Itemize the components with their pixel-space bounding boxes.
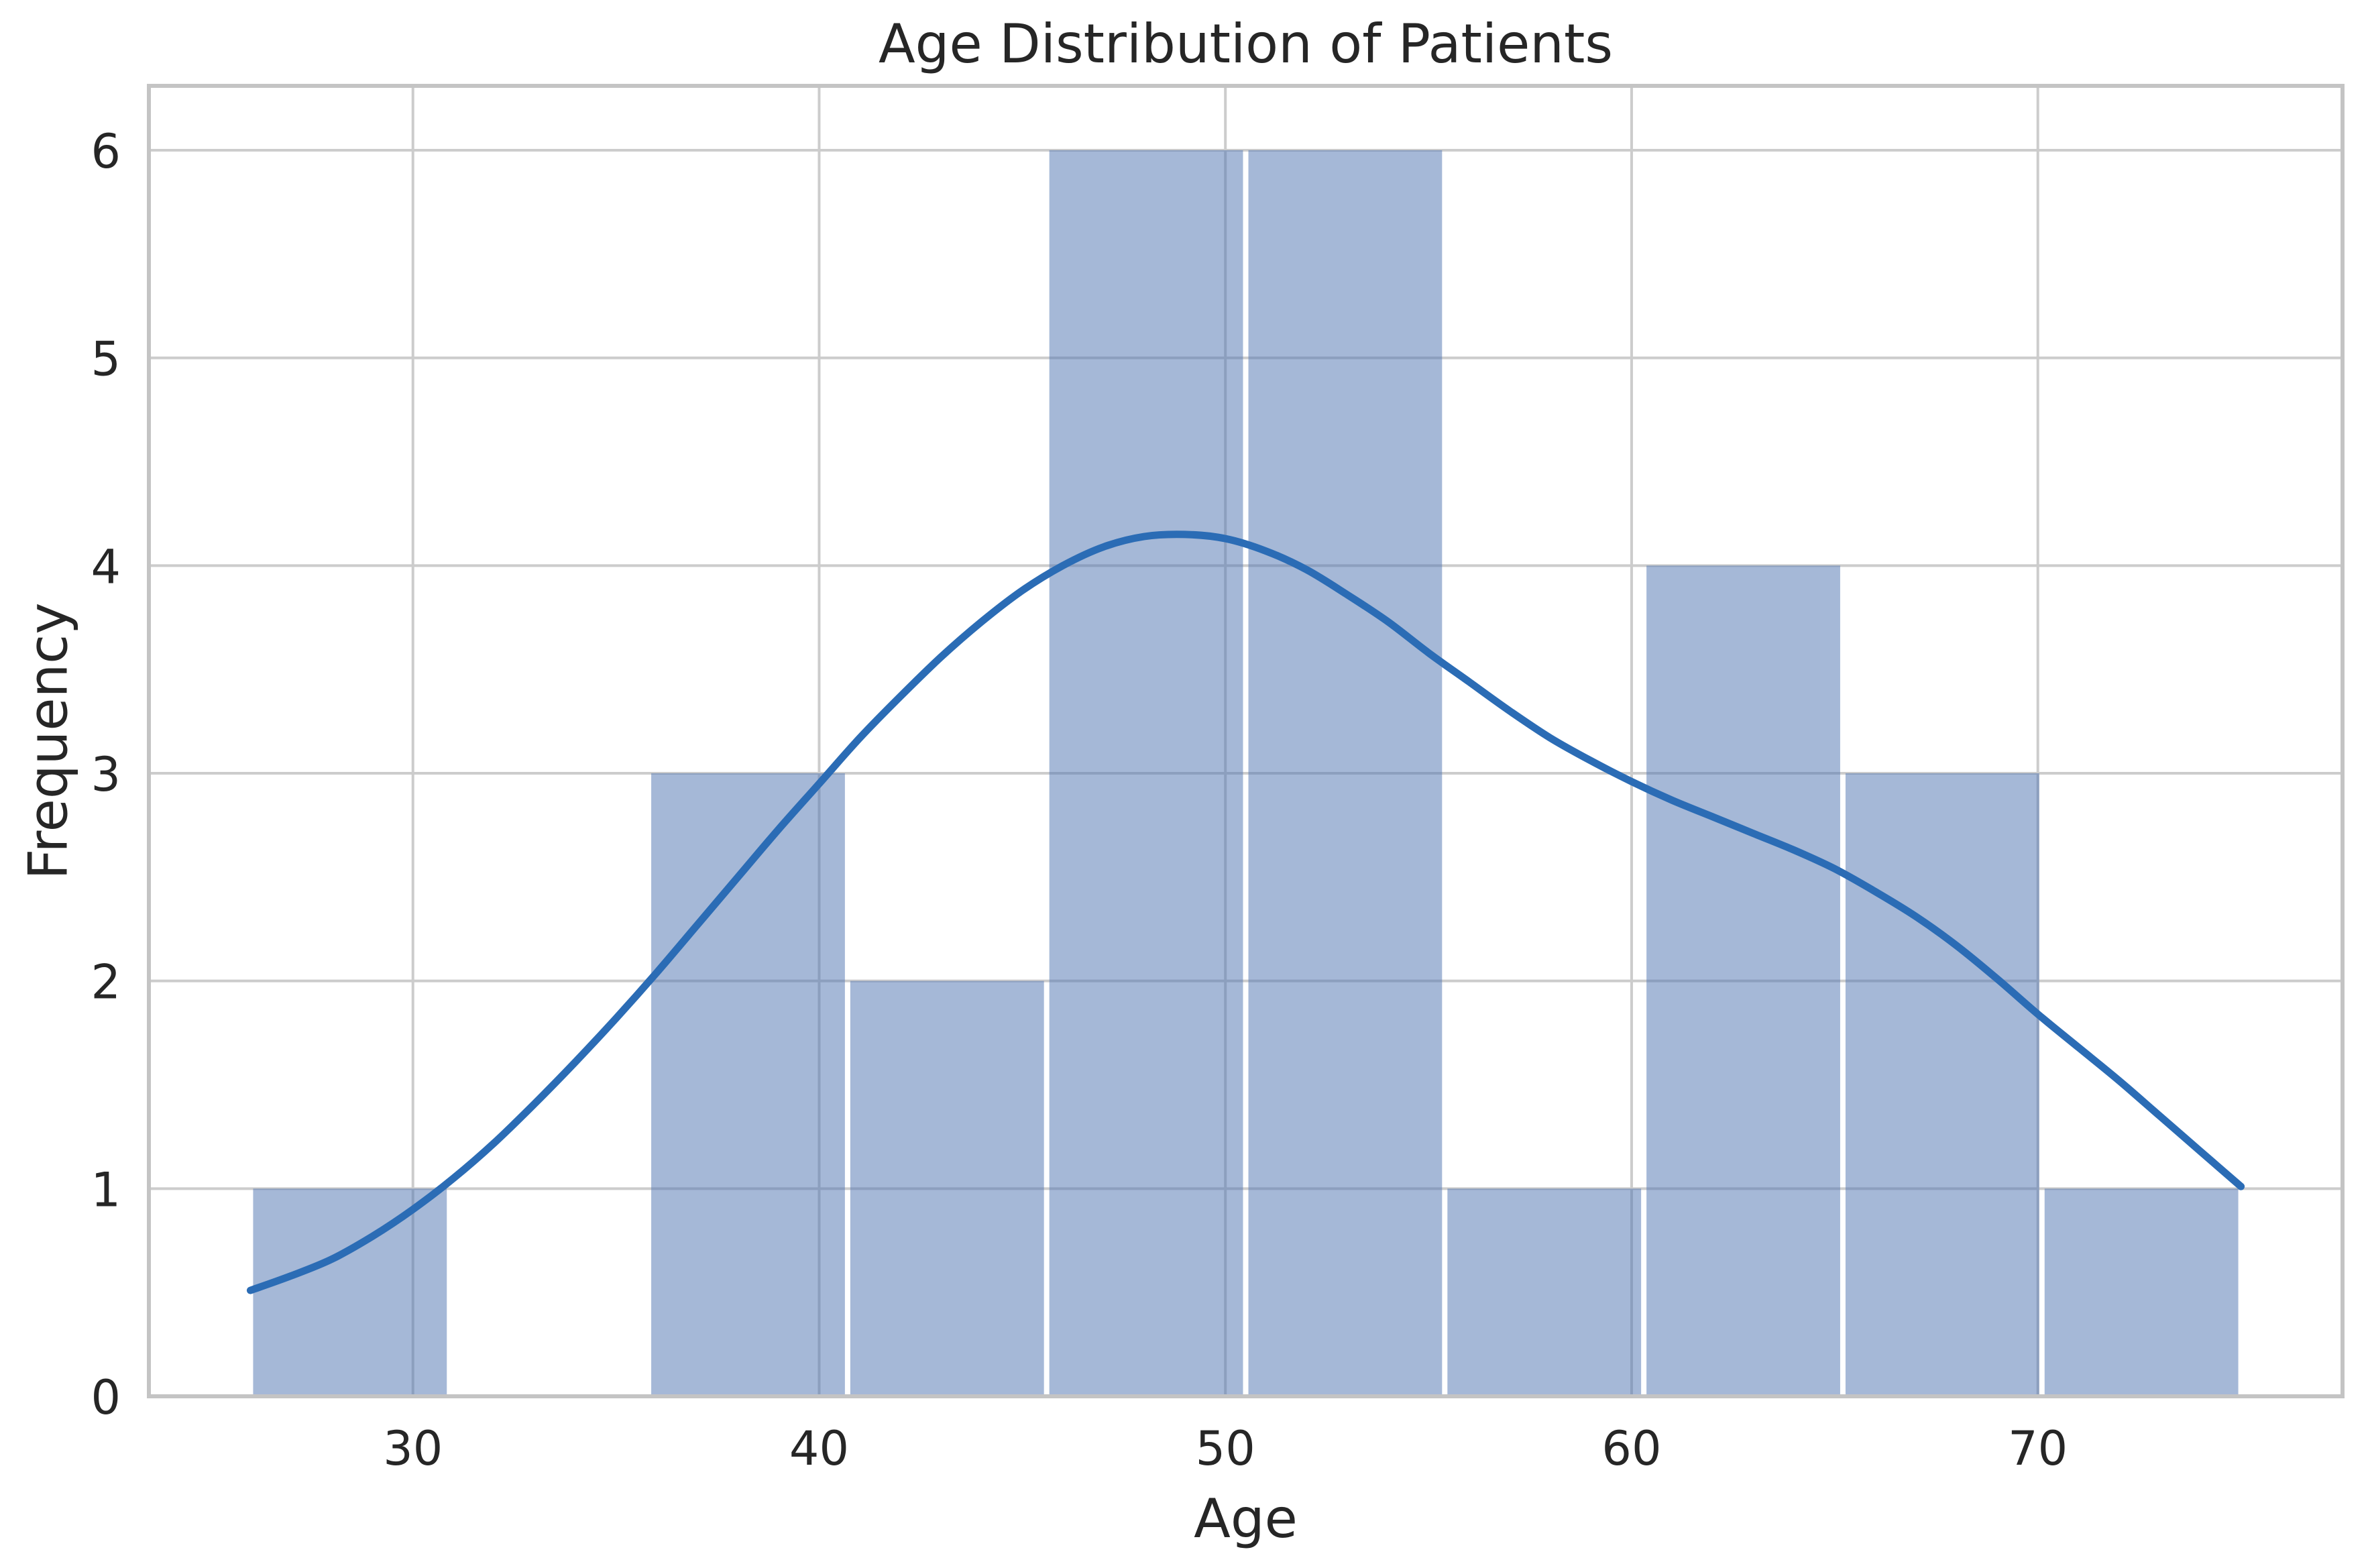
y-tick-label: 3	[91, 747, 121, 802]
y-axis-label: Frequency	[17, 602, 80, 880]
kde-curve	[246, 530, 2245, 1294]
y-tick-label: 6	[91, 124, 121, 179]
y-tick-label: 4	[91, 539, 121, 594]
chart-title: Age Distribution of Patients	[878, 13, 1614, 75]
histogram-bar	[1646, 565, 1840, 1396]
y-tick-label: 5	[91, 332, 121, 387]
histogram-bar	[651, 773, 845, 1396]
x-tick-label: 30	[383, 1421, 443, 1476]
y-tick-label: 1	[91, 1162, 121, 1217]
histogram-bar	[2044, 1188, 2239, 1396]
x-tick-label: 70	[2008, 1421, 2068, 1476]
histogram-bar	[850, 981, 1044, 1396]
histogram-bar	[1049, 150, 1243, 1396]
histogram-bar	[1248, 150, 1443, 1396]
histogram-bar	[1447, 1188, 1642, 1396]
plot-border	[147, 84, 2345, 1398]
x-axis-label: Age	[1194, 1488, 1298, 1550]
y-tick-label: 2	[91, 955, 121, 1010]
y-tick-label: 0	[91, 1370, 121, 1425]
histogram-bar	[253, 1188, 447, 1396]
x-tick-label: 60	[1601, 1421, 1661, 1476]
histogram-bar	[1845, 773, 2039, 1396]
x-tick-label: 50	[1196, 1421, 1255, 1476]
x-tick-label: 40	[789, 1421, 849, 1476]
